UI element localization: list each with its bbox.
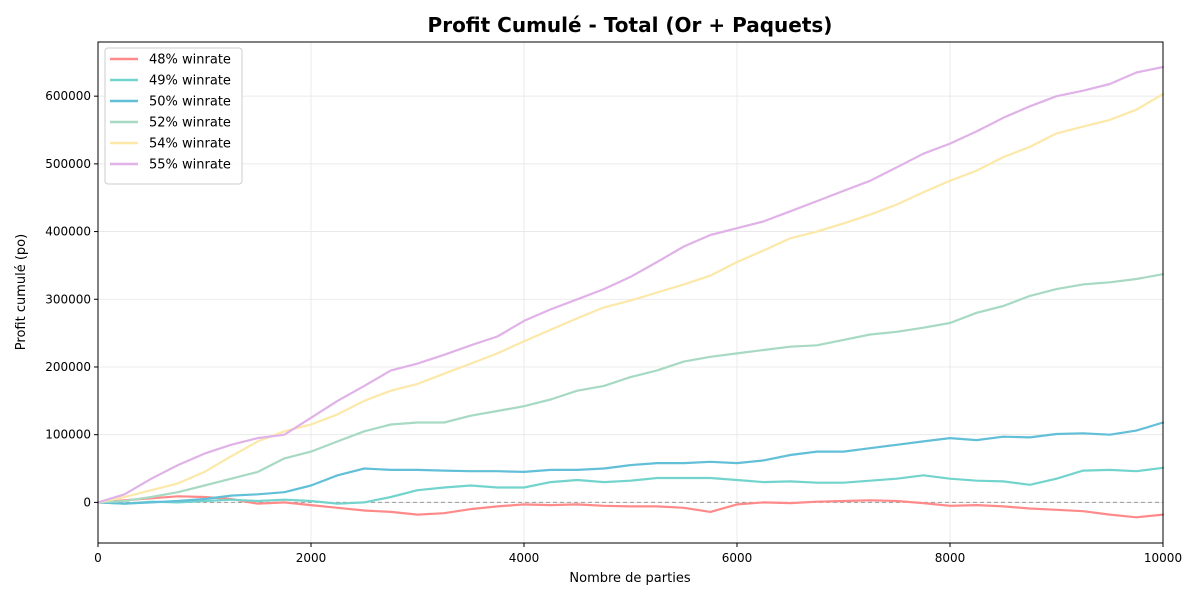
y-tick-label: 0 [83,495,91,509]
legend-label: 52% winrate [149,116,231,131]
y-axis-title: Profit cumulé (po) [14,234,29,350]
x-axis-ticks: 0 2000 4000 6000 8000 10000 [94,543,1182,565]
legend-label: 50% winrate [149,95,231,110]
series-line-5 [96,92,1165,504]
legend-box [104,47,243,185]
y-tick-label: 200000 [45,360,91,374]
series-line-6 [96,65,1165,504]
series-line-4 [96,273,1165,504]
y-tick-label: 600000 [45,89,91,103]
legend-label: 54% winrate [149,137,231,152]
x-tick-label: 10000 [1144,551,1182,565]
legend-label: 55% winrate [149,158,231,173]
plot-frame [97,41,1164,544]
chart-title: Profit Cumulé - Total (Or + Paquets) [428,13,833,37]
y-tick-label: 300000 [45,292,91,306]
x-tick-label: 6000 [722,551,753,565]
series-layer [96,65,1165,519]
x-tick-label: 4000 [509,551,540,565]
series-line-3 [96,421,1165,505]
legend-label: 48% winrate [149,53,231,68]
y-tick-label: 400000 [45,225,91,239]
x-tick-label: 2000 [296,551,327,565]
y-tick-label: 100000 [45,428,91,442]
y-tick-label: 500000 [45,157,91,171]
x-axis-title: Nombre de parties [569,571,690,586]
legend-label: 49% winrate [149,74,231,89]
x-tick-label: 8000 [935,551,966,565]
series-line-2 [96,466,1165,505]
x-tick-label: 0 [94,551,102,565]
legend: 48% winrate 49% winrate 50% winrate 52% win… [104,47,243,185]
y-axis-ticks: 0 100000 200000 300000 400000 500000 600000 [45,89,98,509]
series-line-1 [96,495,1165,519]
